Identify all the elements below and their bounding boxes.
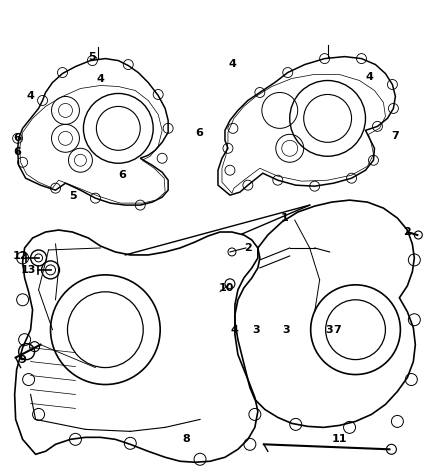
Text: 8: 8 bbox=[182, 434, 190, 444]
Text: 7: 7 bbox=[391, 131, 399, 142]
Text: 7: 7 bbox=[334, 325, 341, 335]
Text: 12: 12 bbox=[13, 251, 28, 261]
Text: 3: 3 bbox=[326, 325, 333, 335]
Text: 2: 2 bbox=[404, 227, 411, 237]
Text: 6: 6 bbox=[14, 133, 22, 143]
Text: 4: 4 bbox=[27, 92, 34, 102]
Text: 1: 1 bbox=[281, 213, 289, 223]
Text: 11: 11 bbox=[332, 434, 347, 444]
Text: 6: 6 bbox=[14, 147, 22, 157]
Text: 13: 13 bbox=[21, 265, 36, 275]
Text: 5: 5 bbox=[89, 52, 96, 62]
Text: 4: 4 bbox=[365, 72, 374, 82]
Text: 4: 4 bbox=[229, 58, 237, 68]
Text: 4: 4 bbox=[231, 325, 239, 335]
Text: 4: 4 bbox=[96, 74, 104, 84]
Text: 10: 10 bbox=[218, 283, 234, 293]
Text: 2: 2 bbox=[244, 243, 252, 253]
Text: 3: 3 bbox=[282, 325, 290, 335]
Text: 6: 6 bbox=[118, 170, 126, 180]
Text: 5: 5 bbox=[70, 191, 77, 201]
Text: 3: 3 bbox=[252, 325, 259, 335]
Text: 9: 9 bbox=[19, 355, 27, 365]
Text: 6: 6 bbox=[195, 128, 203, 138]
